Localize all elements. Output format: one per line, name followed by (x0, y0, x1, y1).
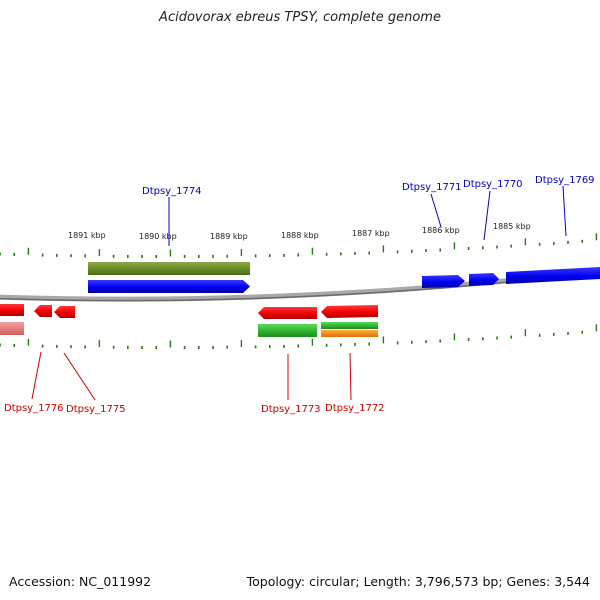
reverse-gene-1775 (54, 306, 75, 318)
map-title: Acidovorax ebreus TPSY, complete genome (159, 10, 441, 25)
olive-feature-band (88, 262, 250, 275)
inner-tick-row (0, 324, 598, 349)
callout-line-1770 (483, 190, 491, 241)
kbp-label-1888: 1888 kbp (281, 231, 319, 240)
reverse-gene-1776-b (34, 305, 52, 317)
gene-label-1769: Dtpsy_1769 (535, 175, 595, 186)
outer-tick-row (0, 233, 598, 258)
gene-label-1772: Dtpsy_1772 (325, 403, 385, 414)
accession-text: Accession: NC_011992 (9, 574, 152, 589)
gene-label-1770: Dtpsy_1770 (463, 179, 523, 190)
kbp-label-1891: 1891 kbp (68, 231, 106, 240)
kbp-label-1885: 1885 kbp (493, 222, 531, 231)
callout-line-1771 (430, 193, 442, 228)
forward-gene-1771 (422, 275, 465, 288)
pink-feature-band (0, 322, 24, 335)
callout-line-1776 (31, 351, 42, 400)
forward-gene-1774 (88, 280, 250, 293)
gene-label-1775: Dtpsy_1775 (66, 404, 126, 415)
forward-gene-1769 (506, 267, 600, 284)
kbp-label-1889: 1889 kbp (210, 232, 248, 241)
forward-gene-1770 (469, 273, 499, 286)
orange-feature-band-1772 (321, 330, 378, 337)
kbp-label-1886: 1886 kbp (422, 226, 460, 235)
reverse-gene-1772 (321, 305, 378, 318)
reverse-gene-1776 (0, 304, 24, 316)
green-feature-band-1773 (258, 324, 317, 337)
callout-line-1769 (562, 185, 567, 237)
kbp-label-1887: 1887 kbp (352, 229, 390, 238)
gene-label-1774: Dtpsy_1774 (142, 186, 202, 197)
green-feature-band-1772 (321, 322, 378, 329)
reverse-gene-1773 (258, 307, 317, 319)
callout-line-1775 (63, 352, 96, 401)
genome-summary-text: Topology: circular; Length: 3,796,573 bp… (246, 574, 590, 589)
gene-label-1773: Dtpsy_1773 (261, 404, 321, 415)
gene-label-1771: Dtpsy_1771 (402, 182, 462, 193)
kbp-label-1890: 1890 kbp (139, 232, 177, 241)
callout-line-1772 (349, 352, 352, 401)
gene-label-1776: Dtpsy_1776 (4, 403, 64, 414)
